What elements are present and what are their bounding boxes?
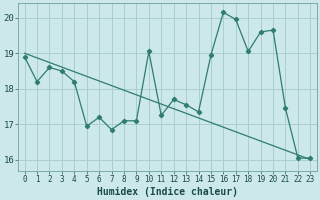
X-axis label: Humidex (Indice chaleur): Humidex (Indice chaleur) (97, 186, 238, 197)
